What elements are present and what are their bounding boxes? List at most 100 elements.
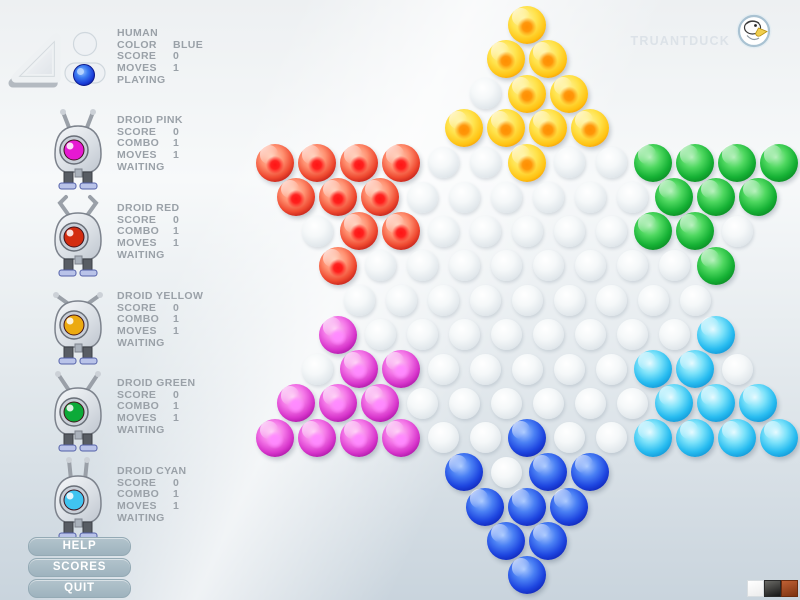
quality-swatch-black[interactable] bbox=[764, 580, 781, 597]
marble-cyan[interactable] bbox=[697, 384, 735, 423]
board-hole[interactable] bbox=[553, 353, 585, 385]
marble-yellow[interactable] bbox=[508, 6, 546, 44]
board-hole[interactable] bbox=[406, 319, 438, 351]
marble-green[interactable] bbox=[634, 143, 672, 182]
board-hole[interactable] bbox=[511, 215, 543, 247]
marble-red[interactable] bbox=[319, 178, 357, 216]
board-hole[interactable] bbox=[427, 422, 459, 454]
board-hole[interactable] bbox=[490, 319, 522, 351]
marble-cyan[interactable] bbox=[697, 315, 735, 354]
marble-blue[interactable] bbox=[571, 453, 609, 492]
marble-cyan[interactable] bbox=[676, 418, 714, 457]
board-hole[interactable] bbox=[574, 387, 606, 419]
marble-green[interactable] bbox=[760, 143, 798, 182]
marble-yellow[interactable] bbox=[529, 109, 567, 148]
marble-cyan[interactable] bbox=[634, 350, 672, 388]
board-hole[interactable] bbox=[616, 181, 648, 213]
marble-green[interactable] bbox=[739, 178, 777, 216]
marble-yellow[interactable] bbox=[445, 109, 483, 148]
board-hole[interactable] bbox=[721, 215, 753, 247]
marble-yellow[interactable] bbox=[487, 109, 525, 148]
board-hole[interactable] bbox=[511, 284, 543, 316]
marble-cyan[interactable] bbox=[718, 418, 756, 457]
board-hole[interactable] bbox=[574, 250, 606, 282]
board-hole[interactable] bbox=[532, 319, 564, 351]
board-hole[interactable] bbox=[574, 319, 606, 351]
marble-blue[interactable] bbox=[529, 453, 567, 492]
board-hole[interactable] bbox=[553, 284, 585, 316]
marble-yellow[interactable] bbox=[550, 74, 588, 113]
board-hole[interactable] bbox=[658, 319, 690, 351]
marble-magenta[interactable] bbox=[256, 418, 294, 457]
board-hole[interactable] bbox=[427, 215, 459, 247]
board-hole[interactable] bbox=[490, 250, 522, 282]
board-hole[interactable] bbox=[574, 181, 606, 213]
board-hole[interactable] bbox=[448, 387, 480, 419]
board-hole[interactable] bbox=[364, 250, 396, 282]
board-hole[interactable] bbox=[595, 147, 627, 179]
board-hole[interactable] bbox=[490, 387, 522, 419]
marble-blue[interactable] bbox=[550, 487, 588, 526]
marble-yellow[interactable] bbox=[529, 40, 567, 79]
board-hole[interactable] bbox=[658, 250, 690, 282]
board-hole[interactable] bbox=[490, 181, 522, 213]
marble-green[interactable] bbox=[655, 178, 693, 216]
board-hole[interactable] bbox=[532, 181, 564, 213]
board-hole[interactable] bbox=[595, 284, 627, 316]
marble-yellow[interactable] bbox=[508, 143, 546, 182]
marble-yellow[interactable] bbox=[571, 109, 609, 148]
marble-magenta[interactable] bbox=[361, 384, 399, 423]
marble-magenta[interactable] bbox=[319, 315, 357, 354]
marble-red[interactable] bbox=[340, 143, 378, 182]
scores-button[interactable]: SCORES bbox=[28, 558, 131, 577]
marble-cyan[interactable] bbox=[760, 418, 798, 457]
board-hole[interactable] bbox=[469, 147, 501, 179]
board-hole[interactable] bbox=[364, 319, 396, 351]
board-hole[interactable] bbox=[616, 387, 648, 419]
board-hole[interactable] bbox=[448, 319, 480, 351]
marble-red[interactable] bbox=[361, 178, 399, 216]
marble-green[interactable] bbox=[634, 212, 672, 251]
board-hole[interactable] bbox=[385, 284, 417, 316]
board-hole[interactable] bbox=[553, 215, 585, 247]
marble-yellow[interactable] bbox=[487, 40, 525, 79]
marble-blue[interactable] bbox=[487, 522, 525, 560]
quality-swatch-white[interactable] bbox=[747, 580, 764, 597]
marble-red[interactable] bbox=[340, 212, 378, 251]
board-hole[interactable] bbox=[616, 319, 648, 351]
marble-cyan[interactable] bbox=[634, 418, 672, 457]
board-hole[interactable] bbox=[427, 353, 459, 385]
quality-swatch-orange[interactable] bbox=[781, 580, 798, 597]
board-hole[interactable] bbox=[343, 284, 375, 316]
board-hole[interactable] bbox=[469, 215, 501, 247]
board-hole[interactable] bbox=[595, 422, 627, 454]
marble-green[interactable] bbox=[697, 178, 735, 216]
marble-green[interactable] bbox=[697, 246, 735, 285]
board-hole[interactable] bbox=[301, 215, 333, 247]
marble-blue[interactable] bbox=[445, 453, 483, 492]
marble-red[interactable] bbox=[277, 178, 315, 216]
marble-cyan[interactable] bbox=[676, 350, 714, 388]
marble-magenta[interactable] bbox=[382, 418, 420, 457]
marble-green[interactable] bbox=[676, 143, 714, 182]
back-triangle-button[interactable] bbox=[8, 30, 64, 88]
board-hole[interactable] bbox=[637, 284, 669, 316]
board-hole[interactable] bbox=[406, 250, 438, 282]
marble-magenta[interactable] bbox=[277, 384, 315, 423]
board-hole[interactable] bbox=[532, 387, 564, 419]
marble-red[interactable] bbox=[382, 143, 420, 182]
board-hole[interactable] bbox=[427, 284, 459, 316]
board-hole[interactable] bbox=[490, 456, 522, 488]
board-hole[interactable] bbox=[679, 284, 711, 316]
marble-red[interactable] bbox=[256, 143, 294, 182]
board-hole[interactable] bbox=[553, 422, 585, 454]
board-hole[interactable] bbox=[406, 181, 438, 213]
board-hole[interactable] bbox=[532, 250, 564, 282]
marble-magenta[interactable] bbox=[340, 350, 378, 388]
board-hole[interactable] bbox=[301, 353, 333, 385]
marble-red[interactable] bbox=[319, 246, 357, 285]
marble-magenta[interactable] bbox=[340, 418, 378, 457]
marble-green[interactable] bbox=[718, 143, 756, 182]
board-hole[interactable] bbox=[448, 250, 480, 282]
help-button[interactable]: HELP bbox=[28, 537, 131, 556]
